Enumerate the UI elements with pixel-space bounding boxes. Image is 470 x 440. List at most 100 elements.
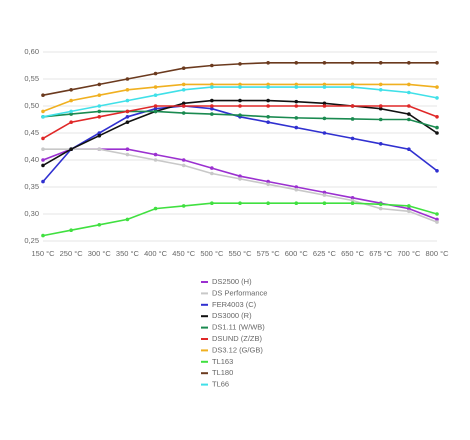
point (97, 131, 102, 135)
point (238, 82, 242, 87)
point (378, 142, 383, 146)
point (322, 190, 327, 195)
point (435, 131, 439, 135)
point (266, 182, 270, 187)
point (238, 113, 242, 117)
point (153, 85, 158, 89)
point (69, 109, 73, 114)
point (435, 217, 439, 222)
y-tick-label: 0,55 (24, 74, 39, 83)
point (238, 62, 242, 66)
point (322, 82, 327, 87)
point (97, 115, 102, 119)
point (153, 71, 158, 76)
point (153, 106, 158, 111)
point (181, 101, 186, 106)
point (378, 202, 383, 207)
point (125, 98, 130, 103)
point (435, 96, 439, 100)
point (322, 101, 327, 106)
point (97, 104, 102, 108)
point (322, 201, 327, 205)
point (181, 66, 186, 70)
point (210, 85, 214, 89)
point (210, 104, 214, 108)
point (407, 206, 411, 211)
point (350, 201, 355, 205)
point (238, 104, 242, 108)
point (322, 85, 327, 89)
point (350, 82, 355, 87)
point (153, 152, 158, 157)
point (125, 147, 130, 151)
point (266, 82, 270, 87)
point (69, 112, 73, 116)
point (350, 104, 355, 108)
point (210, 171, 214, 176)
point (153, 104, 158, 108)
y-tick-label: 0,30 (24, 209, 39, 218)
point (322, 116, 327, 121)
point (41, 115, 45, 119)
point (322, 104, 327, 108)
point (210, 106, 214, 111)
point (266, 179, 270, 184)
point (407, 204, 411, 208)
point (407, 82, 411, 87)
legend-label: TL163 (212, 357, 233, 366)
legend-label: DS1.11 (W/WB) (212, 323, 265, 332)
point (350, 136, 355, 141)
point (407, 147, 411, 151)
point (41, 109, 45, 114)
point (350, 85, 355, 89)
point (266, 201, 270, 205)
point (210, 201, 214, 205)
point (181, 158, 186, 162)
point (266, 120, 270, 124)
point (407, 104, 411, 108)
point (181, 204, 186, 208)
point (294, 187, 299, 192)
point (350, 61, 355, 65)
point (435, 61, 439, 65)
x-tick-label: 350 °C (116, 249, 140, 258)
y-tick-label: 0,35 (24, 182, 39, 191)
point (41, 158, 45, 162)
point (210, 63, 214, 68)
x-tick-label: 450 °C (172, 249, 196, 258)
legend-label: DS3.12 (G/GB) (212, 345, 263, 354)
point (378, 61, 383, 65)
point (378, 88, 383, 92)
point (294, 99, 299, 104)
point (210, 112, 214, 116)
point (69, 228, 73, 232)
y-tick-label: 0,60 (24, 47, 39, 56)
y-tick-label: 0,50 (24, 101, 39, 110)
point (407, 209, 411, 214)
point (350, 117, 355, 121)
point (294, 185, 299, 189)
point (350, 198, 355, 203)
point (125, 152, 130, 157)
point (69, 147, 73, 151)
legend-label: DSUND (Z/ZB) (212, 334, 262, 343)
point (153, 158, 158, 162)
point (322, 193, 327, 197)
legend-label: DS Performance (212, 288, 267, 297)
y-tick-label: 0,45 (24, 128, 39, 137)
point (378, 117, 383, 122)
point (378, 106, 383, 111)
point (41, 136, 45, 141)
x-tick-label: 500 °C (200, 249, 224, 258)
point (407, 90, 411, 95)
x-tick-label: 800 °C (425, 249, 449, 258)
point (266, 98, 270, 103)
point (378, 206, 383, 211)
legend-label: TL180 (212, 368, 233, 377)
point (153, 206, 158, 211)
point (125, 217, 130, 222)
point (238, 177, 242, 181)
x-tick-label: 650 °C (341, 249, 365, 258)
point (69, 88, 73, 92)
x-tick-label: 600 °C (285, 249, 309, 258)
